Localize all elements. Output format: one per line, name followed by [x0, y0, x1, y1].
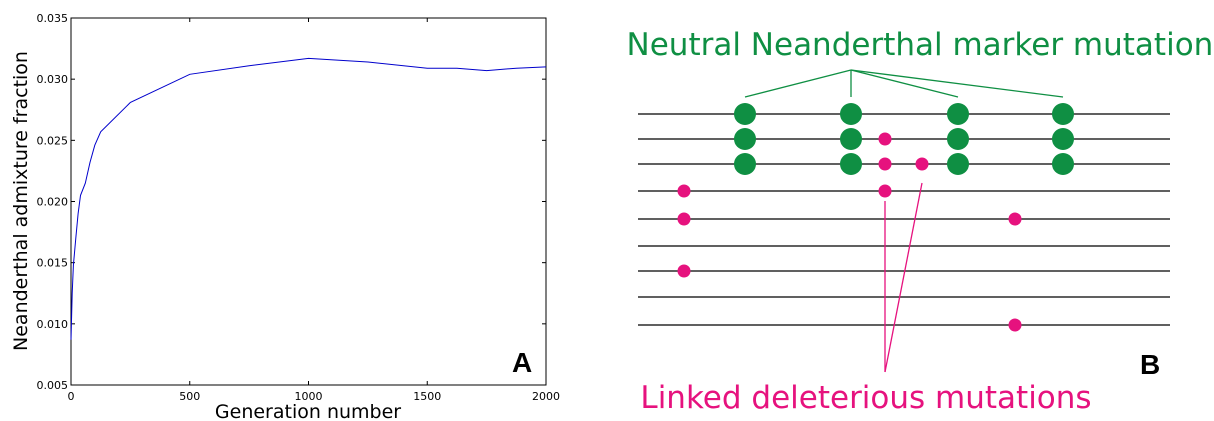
y-tick-label: 0.005 — [37, 379, 69, 392]
panel-a-chart: 0.005 0.010 0.015 0.020 0.025 0.030 0.035 0 500… — [10, 12, 560, 421]
deleterious-dot — [878, 184, 892, 198]
x-axis-ticks: 0 500 1000 1500 2000 — [68, 18, 560, 403]
deleterious-label: Linked deleterious mutations — [640, 380, 1091, 416]
y-axis-label: Neanderthal admixture fraction — [10, 51, 32, 351]
y-tick-label: 0.025 — [37, 134, 69, 147]
deleterious-dots — [677, 132, 1022, 332]
neutral-marker-dot — [1052, 128, 1074, 150]
y-tick-label: 0.010 — [37, 318, 69, 331]
neutral-marker-dot — [947, 153, 969, 175]
deleterious-dot — [915, 157, 929, 171]
neutral-marker-label: Neutral Neanderthal marker mutations — [627, 27, 1214, 63]
connector-lines — [744, 69, 1064, 373]
neutral-marker-dot — [1052, 103, 1074, 125]
x-tick-label: 1000 — [295, 390, 323, 403]
deleterious-dot — [878, 157, 892, 171]
neutral-marker-dot — [947, 103, 969, 125]
series-line — [70, 57, 547, 340]
deleterious-dot — [878, 132, 892, 146]
x-tick-label: 1500 — [413, 390, 441, 403]
y-axis-ticks: 0.005 0.010 0.015 0.020 0.025 0.030 0.035 — [37, 12, 546, 392]
neutral-marker-dot — [840, 153, 862, 175]
deleterious-dot — [677, 212, 691, 226]
neutral-marker-dot — [840, 128, 862, 150]
x-axis-label: Generation number — [215, 401, 401, 421]
marker-connector-line — [850, 69, 959, 98]
neutral-marker-dots — [734, 103, 1074, 175]
marker-connector-line — [744, 69, 852, 98]
marker-connector-line — [850, 69, 1064, 98]
neutral-marker-dot — [734, 153, 756, 175]
x-tick-label: 0 — [68, 390, 75, 403]
deleterious-dot — [677, 184, 691, 198]
series-layer — [70, 57, 547, 340]
x-tick-label: 500 — [179, 390, 200, 403]
y-tick-label: 0.035 — [37, 12, 69, 25]
neutral-marker-dot — [947, 128, 969, 150]
panel-label-b: B — [1140, 349, 1160, 380]
panel-label-a: A — [512, 347, 532, 378]
deleterious-dot — [1008, 318, 1022, 332]
y-tick-label: 0.015 — [37, 257, 69, 270]
plot-area-frame — [70, 17, 547, 386]
chromosome-lines — [638, 113, 1170, 326]
deleterious-connector-line — [884, 182, 923, 373]
panel-b-diagram: Neutral Neanderthal marker mutations Lin… — [627, 27, 1214, 416]
y-tick-label: 0.030 — [37, 73, 69, 86]
deleterious-dot — [1008, 212, 1022, 226]
deleterious-dot — [677, 264, 691, 278]
y-tick-label: 0.020 — [37, 196, 69, 209]
neutral-marker-dot — [1052, 153, 1074, 175]
neutral-marker-dot — [734, 128, 756, 150]
neutral-marker-dot — [734, 103, 756, 125]
x-tick-label: 2000 — [532, 390, 560, 403]
neutral-marker-dot — [840, 103, 862, 125]
